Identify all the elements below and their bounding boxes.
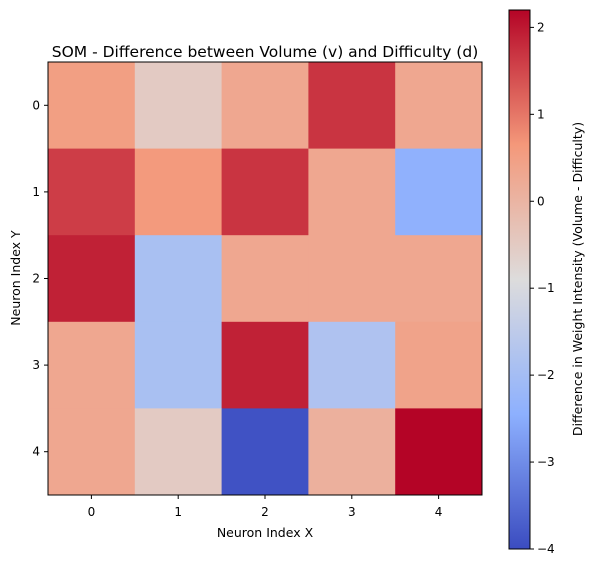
- heatmap-cell-r2-c4: [395, 235, 483, 323]
- heatmap-cell-r0-c3: [308, 62, 396, 150]
- heatmap-cell-r3-c3: [308, 321, 396, 409]
- heatmap-cell-r4-c1: [134, 408, 223, 496]
- y-tick-label: 2: [32, 272, 40, 286]
- heatmap-cell-r0-c1: [134, 62, 223, 150]
- x-tick-label: 1: [174, 505, 182, 519]
- heatmap-cell-r3-c4: [395, 321, 483, 409]
- x-tick-label: 0: [88, 505, 96, 519]
- colorbar-label: Difference in Weight Intensity (Volume -…: [570, 122, 585, 436]
- colorbar-tick-label: 2: [537, 20, 545, 34]
- heatmap-cell-r1-c1: [134, 148, 223, 236]
- y-tick-label: 0: [32, 98, 40, 112]
- heatmap-cell-r1-c2: [221, 148, 309, 236]
- heatmap-cell-r1-c4: [395, 148, 483, 236]
- heatmap-cell-r4-c4: [395, 408, 483, 496]
- heatmap-cell-r1-c3: [308, 148, 396, 236]
- heatmap-cell-r1-c0: [48, 148, 136, 236]
- y-axis-label: Neuron Index Y: [8, 230, 23, 326]
- colorbar-tick-label: −1: [537, 281, 555, 295]
- heatmap-cells: [48, 62, 483, 496]
- heatmap-cell-r2-c0: [48, 235, 136, 323]
- y-tick-label: 1: [32, 185, 40, 199]
- x-tick-label: 2: [261, 505, 269, 519]
- x-axis-ticks: 0 1 2 3 4: [88, 495, 443, 519]
- colorbar-tick-label: −2: [537, 368, 555, 382]
- y-axis-ticks: 0 1 2 3 4: [32, 98, 48, 459]
- heatmap-cell-r2-c2: [221, 235, 309, 323]
- heatmap-cell-r4-c0: [48, 408, 136, 496]
- x-tick-label: 3: [348, 505, 356, 519]
- colorbar-ticks: −4 −3 −2 −1 0 1 2: [530, 20, 555, 556]
- heatmap-cell-r2-c3: [308, 235, 396, 323]
- heatmap-cell-r0-c0: [48, 62, 136, 150]
- y-tick-label: 3: [32, 358, 40, 372]
- colorbar-tick-label: 1: [537, 107, 545, 121]
- colorbar: [509, 10, 530, 549]
- y-tick-label: 4: [32, 445, 40, 459]
- heatmap-cell-r3-c1: [134, 321, 223, 409]
- heatmap-cell-r0-c2: [221, 62, 309, 150]
- x-axis-label: Neuron Index X: [217, 525, 314, 540]
- heatmap-cell-r3-c0: [48, 321, 136, 409]
- chart-title: SOM - Difference between Volume (v) and …: [52, 43, 479, 61]
- colorbar-tick-label: 0: [537, 194, 545, 208]
- colorbar-tick-label: −4: [537, 542, 555, 556]
- colorbar-frame: [508, 9, 531, 550]
- heatmap-cell-r3-c2: [221, 321, 309, 409]
- colorbar-tick-label: −3: [537, 455, 555, 469]
- x-tick-label: 4: [435, 505, 443, 519]
- heatmap-cell-r2-c1: [134, 235, 223, 323]
- heatmap-cell-r4-c2: [221, 408, 309, 496]
- heatmap-cell-r4-c3: [308, 408, 396, 496]
- heatmap-cell-r0-c4: [395, 62, 483, 150]
